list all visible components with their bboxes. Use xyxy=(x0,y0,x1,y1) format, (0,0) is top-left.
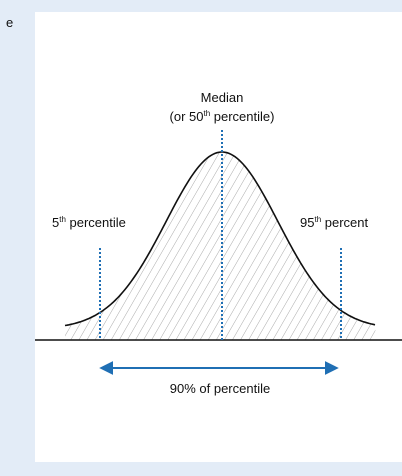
hatched-area xyxy=(65,152,376,340)
bell-curve xyxy=(64,151,376,327)
superscript: th xyxy=(59,215,66,224)
median-title: Median xyxy=(201,90,244,105)
text-part: 95 xyxy=(300,215,314,230)
text-part: (or 50 xyxy=(170,109,204,124)
superscript: th xyxy=(314,215,321,224)
text-part: 5 xyxy=(52,215,59,230)
text-part: percent xyxy=(321,215,368,230)
edge-text: e xyxy=(6,15,13,30)
p95-label: 95th percent xyxy=(300,215,369,230)
range-label: 90% of percentile xyxy=(170,381,270,396)
p5-label: 5th percentile xyxy=(52,215,126,230)
superscript: th xyxy=(203,109,210,118)
text-part: percentile) xyxy=(210,109,274,124)
text-part: percentile xyxy=(66,215,126,230)
median-subtitle: (or 50th percentile) xyxy=(170,109,275,124)
